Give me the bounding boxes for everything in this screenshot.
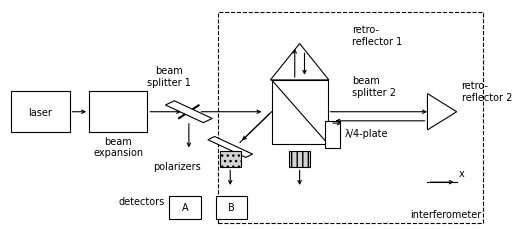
Text: interferometer: interferometer (410, 209, 481, 219)
Polygon shape (208, 137, 253, 158)
Text: detectors: detectors (118, 197, 165, 207)
Text: beam
splitter 2: beam splitter 2 (352, 76, 396, 98)
Bar (325, 121, 340, 148)
Text: B: B (228, 202, 235, 212)
Text: x: x (459, 168, 465, 178)
Bar (215, 196, 247, 218)
Polygon shape (270, 44, 329, 81)
Text: A: A (182, 202, 189, 212)
Bar (271, 81, 327, 144)
Bar (289, 152, 310, 168)
Bar (220, 152, 241, 168)
Text: beam
splitter 1: beam splitter 1 (148, 66, 191, 87)
Polygon shape (165, 101, 212, 123)
Polygon shape (427, 94, 457, 130)
Text: retro-
reflector 1: retro- reflector 1 (352, 25, 402, 47)
Text: λ/4-plate: λ/4-plate (344, 129, 388, 139)
Bar (89, 92, 148, 133)
Bar (11, 92, 69, 133)
Bar (169, 196, 201, 218)
Text: beam
expansion: beam expansion (93, 136, 143, 158)
Bar (218, 13, 483, 223)
Text: polarizers: polarizers (153, 161, 201, 171)
Text: retro-
reflector 2: retro- reflector 2 (462, 81, 512, 102)
Text: laser: laser (28, 107, 52, 117)
